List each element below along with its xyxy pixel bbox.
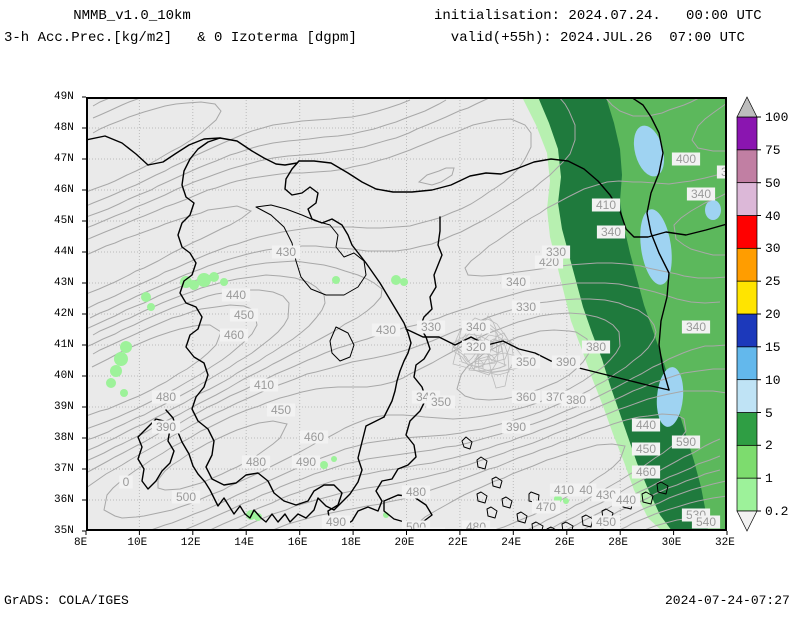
svg-text:0: 0 — [123, 475, 130, 489]
svg-text:340: 340 — [686, 320, 706, 334]
svg-text:450: 450 — [596, 515, 616, 529]
svg-text:480: 480 — [246, 455, 266, 469]
svg-text:430: 430 — [276, 245, 296, 259]
svg-text:440: 440 — [616, 493, 636, 507]
svg-text:490: 490 — [326, 515, 346, 529]
svg-text:390: 390 — [156, 420, 176, 434]
svg-text:350: 350 — [516, 355, 536, 369]
svg-text:410: 410 — [554, 483, 574, 497]
svg-text:400: 400 — [676, 152, 696, 166]
svg-text:340: 340 — [601, 225, 621, 239]
svg-text:410: 410 — [254, 378, 274, 392]
svg-text:440: 440 — [226, 288, 246, 302]
svg-text:450: 450 — [234, 308, 254, 322]
svg-text:410: 410 — [596, 198, 616, 212]
svg-text:70: 70 — [479, 527, 493, 531]
svg-text:460: 460 — [636, 465, 656, 479]
svg-text:350: 350 — [431, 395, 451, 409]
svg-text:390: 390 — [506, 420, 526, 434]
svg-text:320: 320 — [466, 340, 486, 354]
svg-text:490: 490 — [296, 455, 316, 469]
svg-text:390: 390 — [556, 355, 576, 369]
svg-text:380: 380 — [586, 340, 606, 354]
svg-text:340: 340 — [691, 187, 711, 201]
svg-text:480: 480 — [156, 390, 176, 404]
svg-text:330: 330 — [721, 165, 727, 179]
svg-text:450: 450 — [271, 403, 291, 417]
svg-text:430: 430 — [376, 323, 396, 337]
svg-text:360: 360 — [516, 390, 536, 404]
svg-text:330: 330 — [421, 320, 441, 334]
svg-text:510: 510 — [421, 527, 441, 531]
svg-text:450: 450 — [636, 442, 656, 456]
svg-text:380: 380 — [566, 393, 586, 407]
svg-text:470: 470 — [536, 500, 556, 514]
svg-text:440: 440 — [636, 418, 656, 432]
svg-text:340: 340 — [506, 275, 526, 289]
svg-text:480: 480 — [406, 485, 426, 499]
svg-text:500: 500 — [176, 490, 196, 504]
svg-text:330: 330 — [546, 245, 566, 259]
svg-text:40: 40 — [579, 483, 593, 497]
svg-text:460: 460 — [304, 430, 324, 444]
svg-text:330: 330 — [516, 300, 536, 314]
svg-text:590: 590 — [676, 435, 696, 449]
svg-text:540: 540 — [696, 515, 716, 529]
svg-text:460: 460 — [224, 328, 244, 342]
svg-text:340: 340 — [466, 320, 486, 334]
